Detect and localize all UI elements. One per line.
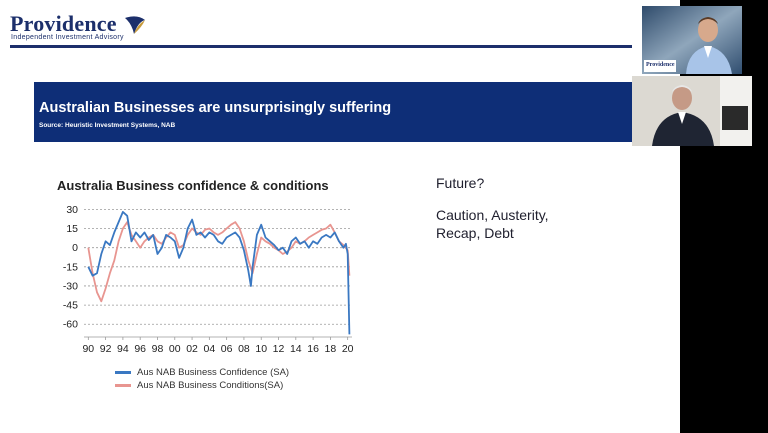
logo-tagline: Independent Investment Advisory bbox=[11, 34, 124, 41]
commentary-heading: Future? bbox=[436, 175, 485, 191]
x-tick-label: 08 bbox=[238, 343, 250, 355]
person-icon bbox=[642, 6, 742, 74]
legend-item-confidence: Aus NAB Business Confidence (SA) bbox=[115, 366, 289, 379]
y-tick-label: 15 bbox=[66, 223, 78, 235]
legend-swatch-confidence bbox=[115, 371, 131, 374]
commentary-line: Caution, Austerity, bbox=[436, 207, 549, 223]
y-tick-label: -60 bbox=[63, 319, 78, 331]
header-rule bbox=[10, 45, 632, 48]
presentation-slide: Providence Independent Investment Adviso… bbox=[10, 11, 634, 392]
participant-video-2[interactable] bbox=[632, 76, 752, 146]
title-banner: Australian Businesses are unsurprisingly… bbox=[34, 82, 634, 142]
x-tick-label: 94 bbox=[117, 343, 129, 355]
series-line-conditions bbox=[87, 221, 351, 303]
x-tick-label: 14 bbox=[290, 343, 302, 355]
x-tick-label: 12 bbox=[273, 343, 285, 355]
participant-video-1[interactable]: Providence bbox=[642, 6, 742, 74]
x-tick-label: 92 bbox=[100, 343, 112, 355]
y-tick-label: -45 bbox=[63, 300, 78, 312]
legend-label-confidence: Aus NAB Business Confidence (SA) bbox=[137, 367, 290, 378]
legend-label-conditions: Aus NAB Business Conditions(SA) bbox=[137, 380, 284, 391]
x-tick-label: 96 bbox=[134, 343, 146, 355]
logo-wordmark: Providence bbox=[10, 11, 117, 36]
x-tick-label: 90 bbox=[82, 343, 94, 355]
slide-source: Source: Heuristic Investment Systems, NA… bbox=[39, 122, 176, 129]
line-chart: 30 15 0 -15 -30 -45 -60 90 92 94 96 98 00 02 04 06 08 10 1… bbox=[63, 204, 354, 355]
person-icon bbox=[632, 76, 752, 146]
x-tick-label: 20 bbox=[342, 343, 354, 355]
participant-badge: Providence bbox=[646, 62, 675, 68]
legend-swatch-conditions bbox=[115, 384, 131, 387]
commentary-line: Recap, Debt bbox=[436, 225, 514, 241]
slide-title: Australian Businesses are unsurprisingly… bbox=[39, 100, 392, 116]
x-tick-label: 06 bbox=[221, 343, 233, 355]
x-tick-label: 18 bbox=[325, 343, 337, 355]
y-tick-label: 30 bbox=[66, 204, 78, 216]
commentary-text: Future? Caution, Austerity, Recap, Debt bbox=[436, 174, 549, 242]
y-tick-label: -15 bbox=[63, 261, 78, 273]
providence-logo: Providence Independent Investment Adviso… bbox=[10, 11, 145, 44]
x-tick-label: 00 bbox=[169, 343, 181, 355]
x-tick-label: 10 bbox=[255, 343, 267, 355]
y-tick-label: -30 bbox=[63, 280, 78, 292]
y-tick-label: 0 bbox=[72, 242, 78, 254]
x-tick-label: 98 bbox=[152, 343, 164, 355]
x-tick-label: 04 bbox=[204, 343, 216, 355]
logo-swoosh-icon bbox=[125, 16, 145, 34]
x-tick-label: 16 bbox=[307, 343, 319, 355]
chart-title: Australia Business confidence & conditio… bbox=[57, 178, 329, 193]
series-line-confidence bbox=[87, 211, 351, 335]
chart-legend: Aus NAB Business Confidence (SA) Aus NAB… bbox=[115, 366, 289, 392]
x-tick-label: 02 bbox=[186, 343, 198, 355]
legend-item-conditions: Aus NAB Business Conditions(SA) bbox=[115, 379, 289, 392]
